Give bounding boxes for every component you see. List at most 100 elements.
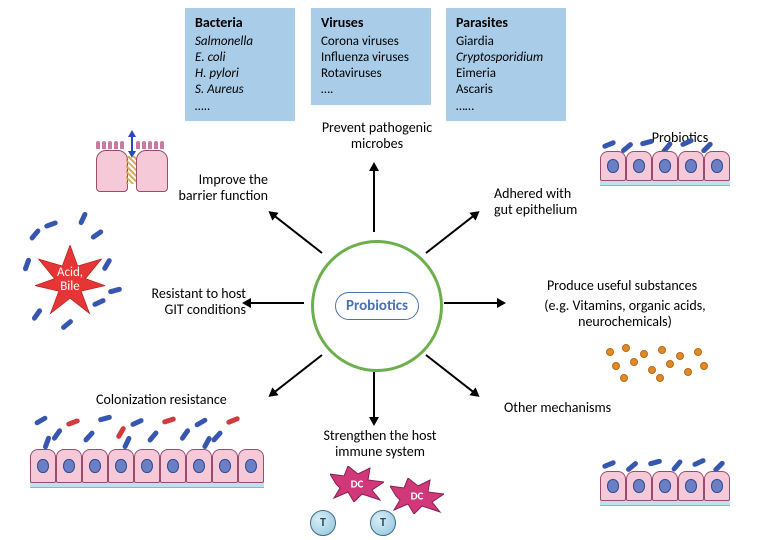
bacterium-icon	[202, 435, 213, 450]
bacterium-icon	[60, 318, 74, 331]
arrow-up	[373, 170, 375, 232]
substance-dot-icon	[622, 344, 630, 352]
epithelial-cell	[136, 150, 168, 192]
useful-substance-dots	[600, 340, 710, 380]
box-item: H. pylori	[195, 66, 285, 82]
epithelial-cell	[600, 471, 626, 501]
microvilli-icon	[96, 141, 124, 149]
bacterium-icon	[78, 211, 88, 226]
nucleus-icon	[685, 159, 697, 172]
bacterium-icon	[130, 417, 145, 427]
annot-immune: Strengthen the hostimmune system	[300, 428, 460, 460]
substance-dot-icon	[684, 368, 692, 376]
bacterium-icon	[210, 430, 223, 444]
annot-prevent: Prevent pathogenicmicrobes	[302, 120, 452, 152]
bacterium-icon	[115, 425, 126, 440]
nucleus-icon	[659, 479, 671, 492]
bacterium-icon	[82, 430, 95, 444]
box-item: Influenza viruses	[321, 50, 421, 66]
bacterium-icon	[602, 140, 617, 150]
box-heading: Parasites	[456, 14, 556, 32]
annot-barrier: Improve thebarrier function	[158, 172, 268, 204]
bacterium-icon	[671, 459, 684, 473]
arrow-se	[425, 354, 474, 393]
substance-dot-icon	[612, 362, 620, 370]
center-label: Probiotics	[335, 292, 419, 320]
bacterium-icon	[108, 286, 123, 294]
epithelial-cell	[652, 151, 678, 181]
box-item: Salmonella	[195, 34, 285, 50]
acid-bile-starburst: Acid, Bile	[40, 250, 100, 310]
dc-label: DC	[351, 478, 364, 491]
box-item: Eimeria	[456, 66, 556, 82]
bacterium-icon	[44, 220, 59, 229]
center-circle: Probiotics	[311, 240, 443, 372]
substance-dot-icon	[694, 348, 702, 356]
box-item: Ascaris	[456, 82, 556, 98]
epithelial-cell	[82, 449, 108, 483]
nucleus-icon	[607, 479, 619, 492]
arrow-right	[444, 302, 498, 304]
t-cell: T	[370, 510, 396, 536]
epithelial-cell	[134, 449, 160, 483]
tight-junction-icon	[126, 156, 136, 184]
box-item: Corona viruses	[321, 34, 421, 50]
arrow-nw	[274, 215, 323, 254]
box-item: S. Aureus	[195, 82, 285, 98]
substance-dot-icon	[640, 350, 648, 358]
bacterium-icon	[602, 460, 617, 470]
epithelial-cell	[186, 449, 212, 483]
bacterium-icon	[122, 435, 132, 450]
epithelial-cell	[30, 449, 56, 483]
nucleus-icon	[685, 479, 697, 492]
box-item: …..	[195, 99, 285, 115]
epithelial-cell	[704, 471, 730, 501]
microvilli-icon	[136, 141, 164, 149]
epithelial-cell	[600, 151, 626, 181]
nucleus-icon	[37, 459, 49, 474]
epithelial-cell	[238, 449, 264, 483]
bacterium-icon	[147, 430, 160, 444]
dendritic-cell: DC	[330, 466, 384, 502]
box-item: ……	[456, 99, 556, 115]
bacterium-icon	[51, 427, 63, 441]
substance-dot-icon	[620, 374, 628, 382]
bacterium-icon	[179, 427, 191, 441]
epithelial-cell	[108, 449, 134, 483]
nucleus-icon	[193, 459, 205, 474]
box-item: E. coli	[195, 50, 285, 66]
nucleus-icon	[141, 459, 153, 474]
substance-dot-icon	[676, 352, 684, 360]
annot-other: Other mechanisms	[504, 400, 654, 416]
t-cell-label: T	[380, 516, 386, 530]
nucleus-icon	[633, 159, 645, 172]
epithelial-cell	[652, 471, 678, 501]
epithelial-cell	[626, 151, 652, 181]
box-item: Cryptosporidium	[456, 50, 556, 66]
bacterium-icon	[34, 415, 49, 426]
arrow-left	[250, 302, 304, 304]
dc-label: DC	[411, 490, 424, 503]
nucleus-icon	[115, 459, 127, 474]
nucleus-icon	[63, 459, 75, 474]
epithelium-colonization	[30, 448, 264, 488]
substance-dot-icon	[648, 366, 656, 374]
arrow-down	[373, 372, 375, 418]
arrow-sw	[274, 354, 323, 393]
bacterium-icon	[162, 416, 177, 425]
pathogen-box-viruses: Viruses Corona viruses Influenza viruses…	[311, 8, 431, 105]
nucleus-icon	[711, 159, 723, 172]
annot-colonization: Colonization resistance	[96, 392, 266, 408]
box-heading: Viruses	[321, 14, 421, 32]
substance-dot-icon	[656, 374, 664, 382]
nucleus-icon	[607, 159, 619, 172]
bacterium-icon	[194, 417, 209, 428]
annot-resist: Resistant to hostGIT conditions	[126, 286, 246, 318]
annot-produce-sub: (e.g. Vitamins, organic acids,neurochemi…	[520, 298, 730, 330]
substance-dot-icon	[658, 346, 666, 354]
bacterium-icon	[98, 414, 113, 422]
bacterium-icon	[42, 435, 51, 450]
substance-dot-icon	[666, 360, 674, 368]
bacterium-icon	[90, 228, 104, 240]
substance-dot-icon	[606, 348, 614, 356]
